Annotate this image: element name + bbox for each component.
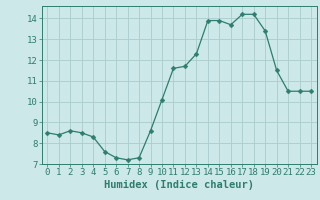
X-axis label: Humidex (Indice chaleur): Humidex (Indice chaleur) [104, 180, 254, 190]
